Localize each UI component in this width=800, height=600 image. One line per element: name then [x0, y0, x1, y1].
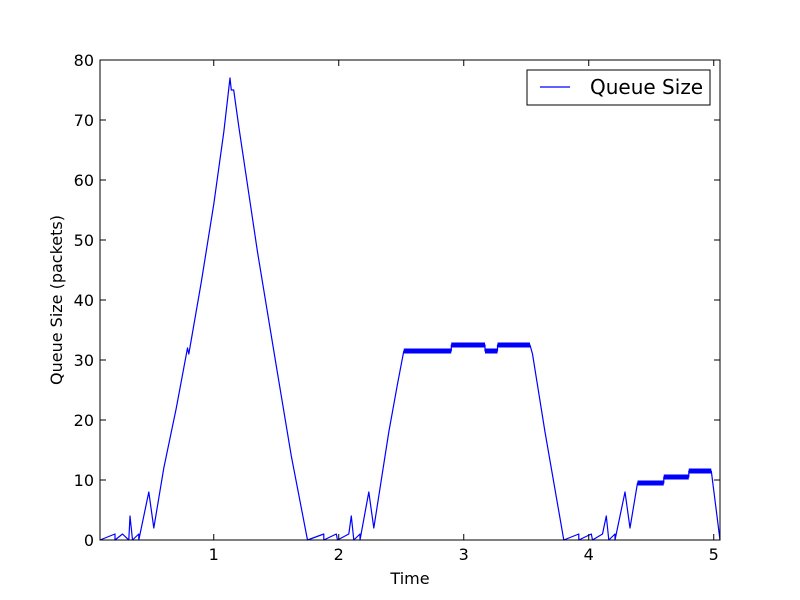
legend-label-queue-size: Queue Size [590, 75, 703, 99]
x-tick-label: 4 [584, 545, 594, 564]
x-tick-label: 5 [709, 545, 719, 564]
axes-frame [99, 59, 721, 541]
x-tick-label: 3 [459, 545, 469, 564]
y-tick-label: 0 [84, 531, 94, 550]
y-tick-label: 30 [74, 351, 94, 370]
y-tick-label: 10 [74, 471, 94, 490]
y-tick-label: 40 [74, 291, 94, 310]
legend: Queue Size [526, 69, 711, 106]
y-tick-label: 20 [74, 411, 94, 430]
series-layer [99, 77, 721, 541]
y-tick-label: 50 [74, 231, 94, 250]
x-tick-label: 2 [334, 545, 344, 564]
axes-background [100, 60, 720, 540]
series-line-queue-size [99, 77, 721, 541]
y-tick-label: 60 [74, 171, 94, 190]
x-tick-label: 1 [209, 545, 219, 564]
y-tick-label: 70 [74, 111, 94, 130]
y-axis-label: Queue Size (packets) [47, 215, 66, 385]
x-axis-label: Time [389, 569, 429, 588]
y-tick-label: 80 [74, 51, 94, 70]
